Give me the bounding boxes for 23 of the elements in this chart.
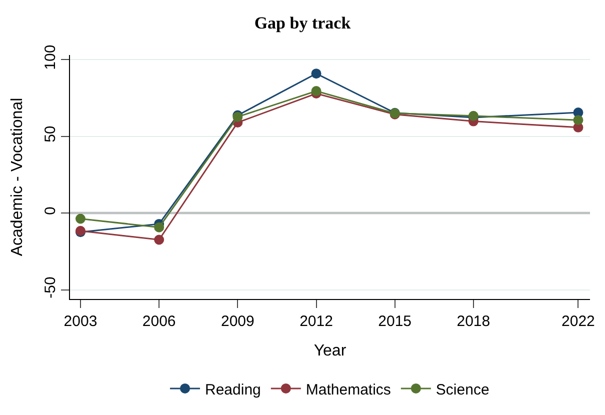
x-tick-label: 2018	[456, 313, 490, 330]
point	[573, 115, 584, 126]
point	[311, 68, 322, 79]
point	[75, 214, 86, 224]
x-tick-label: 2015	[378, 313, 412, 330]
x-tick-label: 2022	[562, 313, 595, 330]
point	[154, 234, 164, 245]
y-tick-label: 50	[42, 126, 59, 142]
y-axis-title: Academic - Vocational	[8, 98, 26, 256]
point	[311, 86, 322, 96]
y-tick-label: -50	[42, 276, 59, 298]
y-tick-label: 0	[42, 206, 59, 215]
y-tick-label: 100	[42, 44, 59, 70]
x-tick-label: 2009	[220, 313, 254, 330]
legend-label: Reading	[205, 381, 261, 398]
legend-label: Mathematics	[306, 381, 391, 398]
x-tick-label: 2012	[300, 313, 333, 330]
legend-label: Science	[436, 381, 490, 398]
chart-title: Gap by track	[254, 14, 352, 32]
x-tick-label: 2006	[142, 313, 176, 330]
x-tick-label: 2003	[64, 313, 98, 330]
x-axis-title: Year	[314, 342, 347, 360]
point	[154, 222, 164, 232]
